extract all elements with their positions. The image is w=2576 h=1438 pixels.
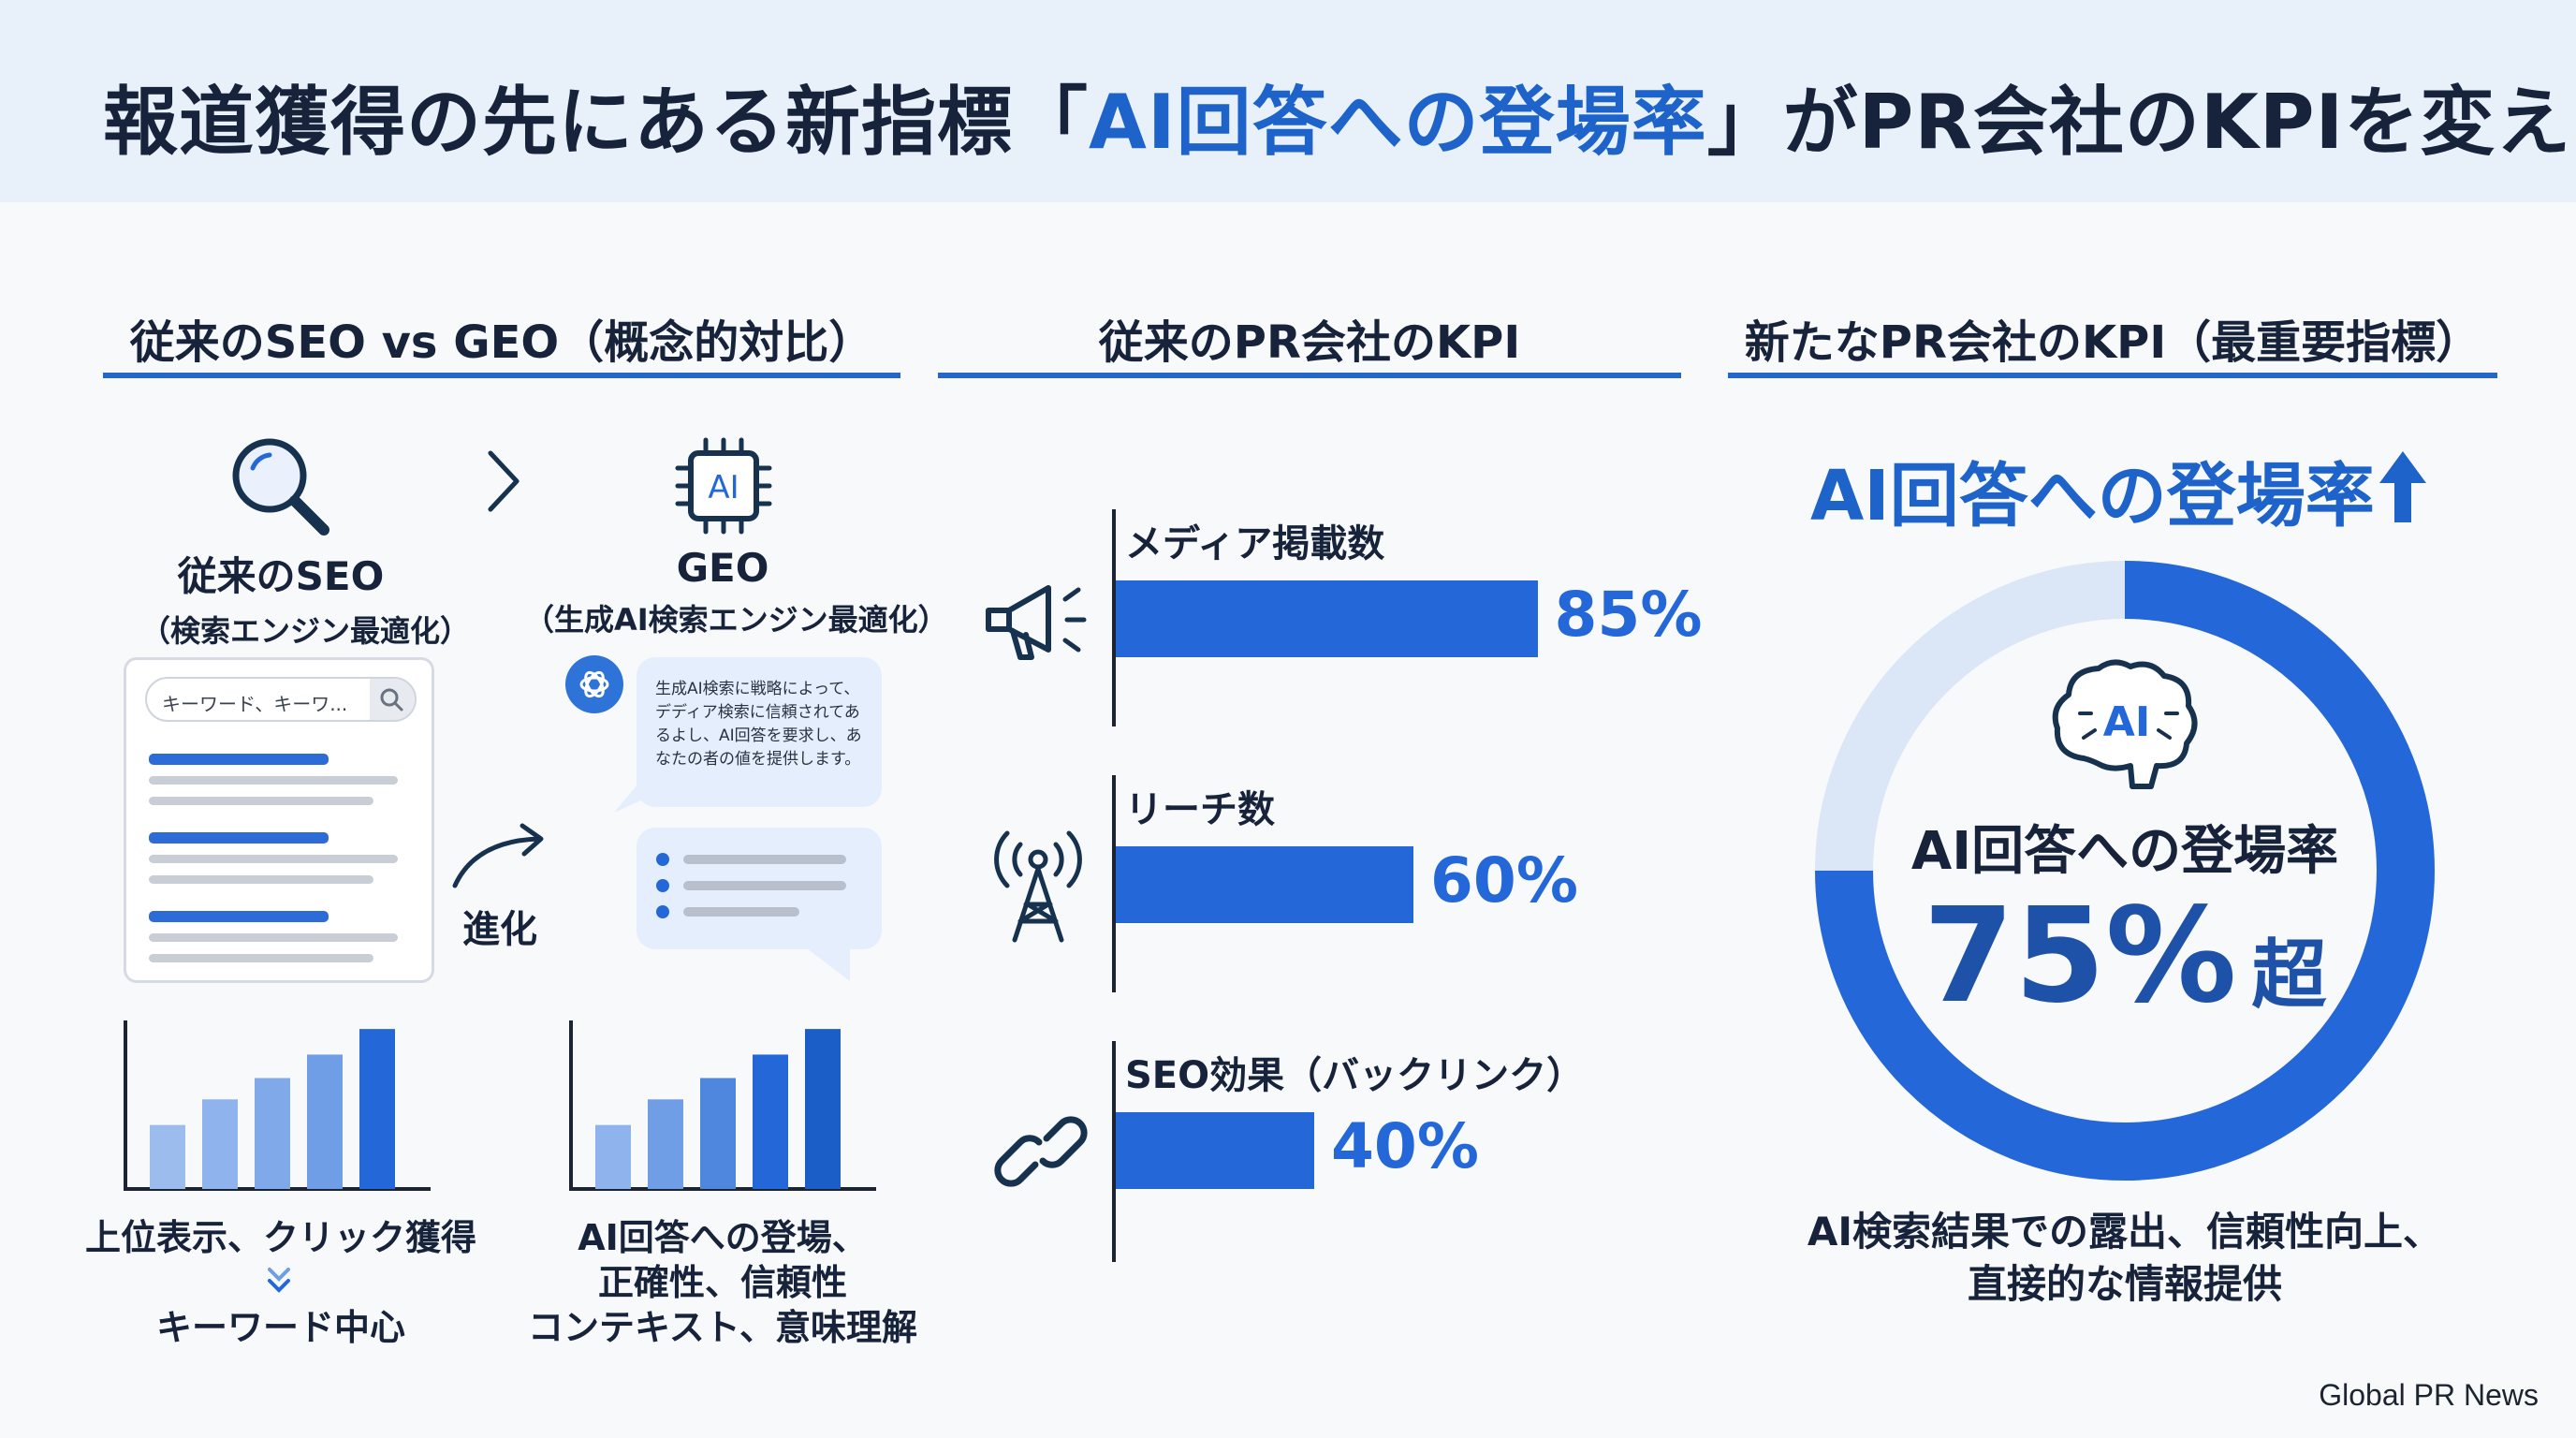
- donut-chart: [1815, 561, 2435, 1181]
- geo-label: GEO （生成AI検索エンジン最適化）: [524, 545, 948, 639]
- mini-chart-bar: [255, 1078, 290, 1189]
- seo-subtitle: （検索エンジン最適化）: [140, 613, 471, 649]
- result-line: [149, 933, 398, 942]
- kpi-axis: [1112, 1041, 1116, 1262]
- kpi-bar-media: [1116, 580, 1538, 657]
- double-chevron-down-icon: [268, 1268, 290, 1293]
- source-credit: Global PR News: [2319, 1378, 2539, 1412]
- link-icon: [994, 1116, 1088, 1187]
- donut-value-number: 75%: [1923, 880, 2237, 1033]
- ai-answer-text: 生成AI検索に戦略によって、デディア検索に信頼されてあるよし、AI回答を要求し、…: [655, 680, 862, 769]
- evolution-label: 進化: [462, 908, 537, 951]
- seo-caption-1: 上位表示、クリック獲得: [84, 1217, 476, 1258]
- result-line: [149, 954, 373, 962]
- mini-chart-bar: [359, 1029, 395, 1189]
- kpi-bar-reach: [1116, 846, 1413, 923]
- kpi-bar-seo: [1116, 1112, 1314, 1189]
- antenna-icon: [994, 830, 1082, 943]
- search-icon: [370, 679, 415, 720]
- donut-value-suffix: 超: [2251, 932, 2327, 1019]
- arrow-up-icon: [2379, 451, 2426, 522]
- magnifier-icon: [232, 438, 329, 536]
- result-line: [149, 797, 373, 805]
- seo-mini-chart: [124, 1020, 431, 1191]
- result-title-line: [149, 754, 329, 765]
- mini-chart-bar: [150, 1124, 185, 1189]
- kpi-label-reach: リーチ数: [1125, 788, 1275, 831]
- search-results-mock: キーワード、キーワ...: [124, 657, 434, 983]
- header-band: [0, 0, 2576, 202]
- mini-chart-bar: [805, 1029, 841, 1189]
- kpi-label-seo: SEO効果（バックリンク）: [1125, 1054, 1585, 1097]
- kpi-axis: [1112, 775, 1116, 992]
- new-kpi-headline-text: AI回答への登場率: [1810, 456, 2375, 536]
- title-accent: AI回答への登場率: [1089, 79, 1707, 166]
- megaphone-icon: [986, 585, 1087, 660]
- seo-caption-2: キーワード中心: [155, 1307, 405, 1348]
- bubble-tail: [614, 768, 651, 813]
- ai-answer-bubble: 生成AI検索に戦略によって、デディア検索に信頼されてあるよし、AI回答を要求し、…: [637, 657, 882, 807]
- result-title-line: [149, 832, 329, 844]
- seo-title: 従来のSEO: [177, 553, 385, 599]
- list-lines: [656, 853, 846, 918]
- brain-icon: AI: [2052, 659, 2198, 789]
- section-title-old-kpi: 従来のPR会社のKPI: [1098, 316, 1521, 369]
- kpi-value-reach: 60%: [1430, 844, 1578, 917]
- section-rule: [1728, 373, 2497, 378]
- result-line: [149, 776, 398, 785]
- mini-chart-bar: [700, 1078, 736, 1189]
- title-suffix: 」がPR会社のKPIを変える: [1706, 79, 2576, 166]
- geo-caption-1: AI回答への登場、: [578, 1217, 868, 1258]
- chip-label: AI: [708, 469, 739, 506]
- search-box: キーワード、キーワ...: [145, 677, 417, 722]
- mini-chart-bar: [753, 1054, 788, 1189]
- kpi-value-media: 85%: [1554, 579, 1703, 651]
- new-kpi-caption: AI検索結果での露出、信頼性向上、 直接的な情報提供: [1807, 1206, 2443, 1311]
- geo-caption-2: 正確性、信頼性: [597, 1262, 847, 1303]
- result-line: [149, 855, 398, 863]
- mini-chart-bar: [307, 1054, 343, 1189]
- kpi-label-media: メディア掲載数: [1125, 522, 1385, 565]
- ai-assistant-icon: [565, 655, 623, 713]
- section-rule: [103, 373, 900, 378]
- page-title: 報道獲得の先にある新指標「AI回答への登場率」がPR会社のKPIを変える: [103, 62, 2576, 170]
- geo-title: GEO: [676, 545, 769, 591]
- section-title-seo-vs-geo: 従来のSEO vs GEO（概念的対比）: [129, 316, 874, 369]
- donut-slice-highlight: [1815, 561, 2435, 1181]
- mini-chart-bar: [595, 1124, 631, 1189]
- new-kpi-caption-2: 直接的な情報提供: [1967, 1261, 2282, 1307]
- mini-chart-bar: [202, 1099, 238, 1189]
- new-kpi-caption-1: AI検索結果での露出、信頼性向上、: [1807, 1209, 2443, 1255]
- chevron-right-icon: [488, 450, 520, 512]
- new-kpi-headline: AI回答への登場率: [1810, 440, 2375, 540]
- kpi-value-seo: 40%: [1331, 1110, 1479, 1182]
- donut-label: AI回答への登場率: [1910, 821, 2339, 882]
- geo-caption-3: コンテキスト、意味理解: [527, 1307, 918, 1348]
- result-title-line: [149, 911, 329, 922]
- section-rule: [938, 373, 1681, 378]
- search-placeholder: キーワード、キーワ...: [162, 693, 348, 715]
- result-line: [149, 875, 373, 884]
- ai-chip-icon: AI: [675, 437, 772, 535]
- bubble-tail: [803, 946, 850, 981]
- section-title-new-kpi: 新たなPR会社のKPI（最重要指標）: [1744, 316, 2481, 369]
- geo-subtitle: （生成AI検索エンジン最適化）: [524, 602, 948, 638]
- geo-mini-chart: [569, 1020, 876, 1191]
- donut-value: 75% 超: [1807, 880, 2443, 1033]
- ai-list-bubble: [637, 828, 882, 949]
- seo-label: 従来のSEO （検索エンジン最適化）: [140, 545, 471, 651]
- brain-label: AI: [2103, 698, 2150, 746]
- evolution-arrow-icon: [452, 823, 544, 888]
- title-prefix: 報道獲得の先にある新指標「: [103, 79, 1089, 166]
- kpi-axis: [1112, 509, 1116, 726]
- mini-chart-bar: [648, 1099, 683, 1189]
